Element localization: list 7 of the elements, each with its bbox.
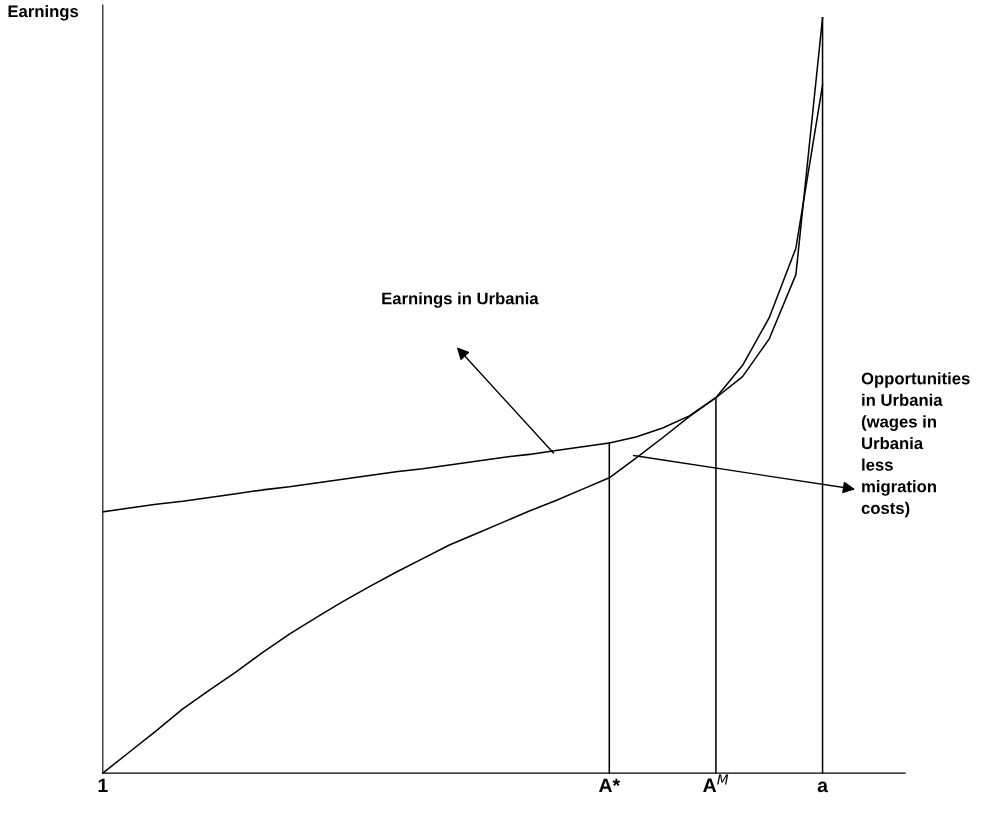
x-tick-label: A*: [598, 778, 621, 793]
x-tick-label: a: [817, 781, 829, 793]
annotation: Earnings in Urbania: [382, 292, 539, 308]
annotation: Opportunities in Urbania (wages in Urbania less migration costs): [861, 372, 970, 518]
y-axis-title: Earnings: [8, 4, 79, 21]
x-tick-label: A$^{M}$: [703, 774, 729, 792]
x-tick-label: 1: [98, 778, 108, 793]
